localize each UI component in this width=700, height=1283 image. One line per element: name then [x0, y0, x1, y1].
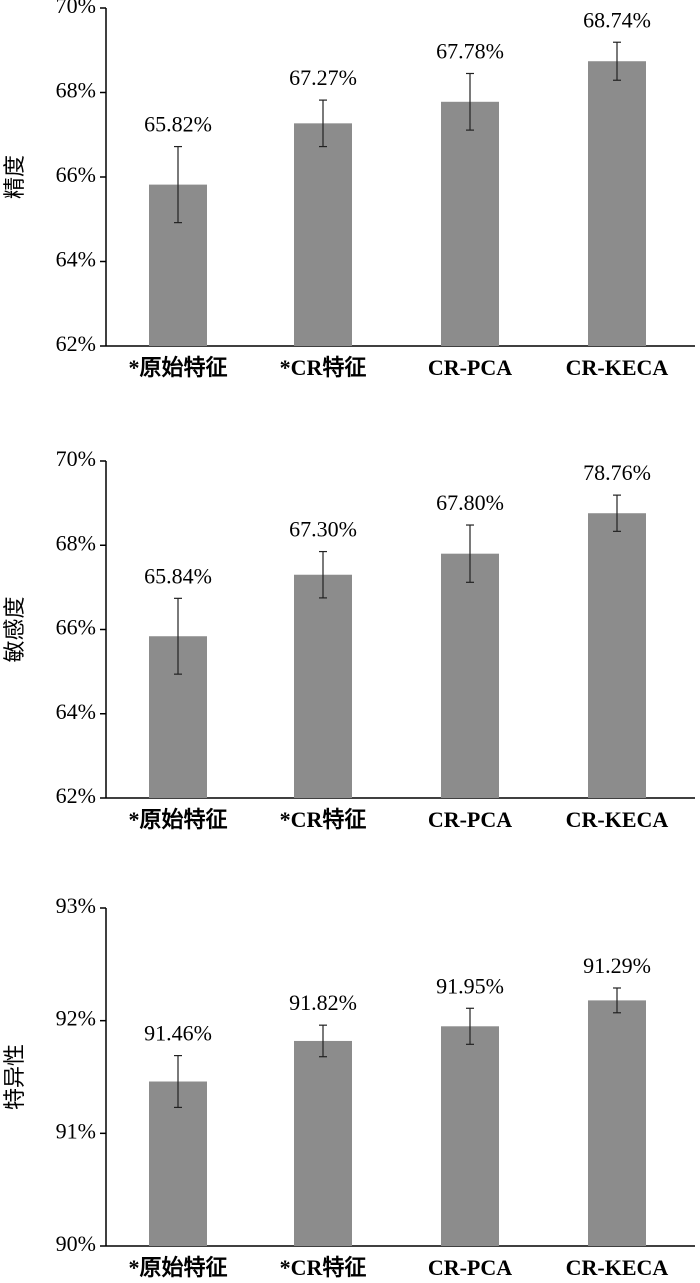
bar — [441, 1026, 499, 1246]
bar-annotation: 68.74% — [583, 7, 651, 32]
y-tick-label: 66% — [56, 162, 96, 187]
bar — [588, 513, 646, 798]
bar-annotation: 67.27% — [289, 65, 357, 90]
x-tick-label: CR-KECA — [566, 807, 669, 832]
bar — [588, 1000, 646, 1246]
y-tick-label: 62% — [56, 331, 96, 356]
y-tick-label: 64% — [56, 699, 96, 724]
y-axis-label: 精度 — [3, 155, 28, 199]
y-axis-label: 敏感度 — [3, 596, 28, 662]
x-tick-label: *原始特征 — [128, 807, 227, 832]
bar — [294, 123, 352, 346]
x-tick-label: CR-KECA — [566, 1255, 669, 1280]
y-tick-label: 64% — [56, 247, 96, 272]
bar-annotation: 91.29% — [583, 953, 651, 978]
x-tick-label: *原始特征 — [128, 1255, 227, 1280]
x-tick-label: *原始特征 — [128, 355, 227, 380]
y-tick-label: 68% — [56, 78, 96, 103]
bar-annotation: 91.46% — [144, 1021, 212, 1046]
bar-annotation: 91.95% — [436, 973, 504, 998]
y-tick-label: 66% — [56, 615, 96, 640]
bar-annotation: 65.82% — [144, 112, 212, 137]
x-tick-label: CR-PCA — [428, 807, 512, 832]
y-tick-label: 70% — [56, 0, 96, 18]
y-tick-label: 93% — [56, 893, 96, 918]
y-tick-label: 68% — [56, 530, 96, 555]
bar — [588, 61, 646, 347]
bar-annotation: 67.30% — [289, 517, 357, 542]
x-tick-label: *CR特征 — [280, 355, 367, 380]
bar-annotation: 67.80% — [436, 490, 504, 515]
bar-annotation: 67.78% — [436, 39, 504, 64]
bar — [294, 1040, 352, 1246]
x-tick-label: CR-PCA — [428, 355, 512, 380]
x-tick-label: *CR特征 — [280, 807, 367, 832]
bar-annotation: 91.82% — [289, 990, 357, 1015]
y-axis-label: 特异性 — [3, 1044, 28, 1110]
bar — [149, 1081, 207, 1246]
y-tick-label: 91% — [56, 1118, 96, 1143]
bar-annotation: 78.76% — [583, 460, 651, 485]
bar — [441, 101, 499, 346]
y-tick-label: 90% — [56, 1231, 96, 1256]
y-tick-label: 92% — [56, 1006, 96, 1031]
bar-annotation: 65.84% — [144, 563, 212, 588]
y-tick-label: 62% — [56, 783, 96, 808]
x-tick-label: CR-PCA — [428, 1255, 512, 1280]
x-tick-label: *CR特征 — [280, 1255, 367, 1280]
bar — [294, 574, 352, 798]
x-tick-label: CR-KECA — [566, 355, 669, 380]
bar — [441, 553, 499, 798]
y-tick-label: 70% — [56, 446, 96, 471]
